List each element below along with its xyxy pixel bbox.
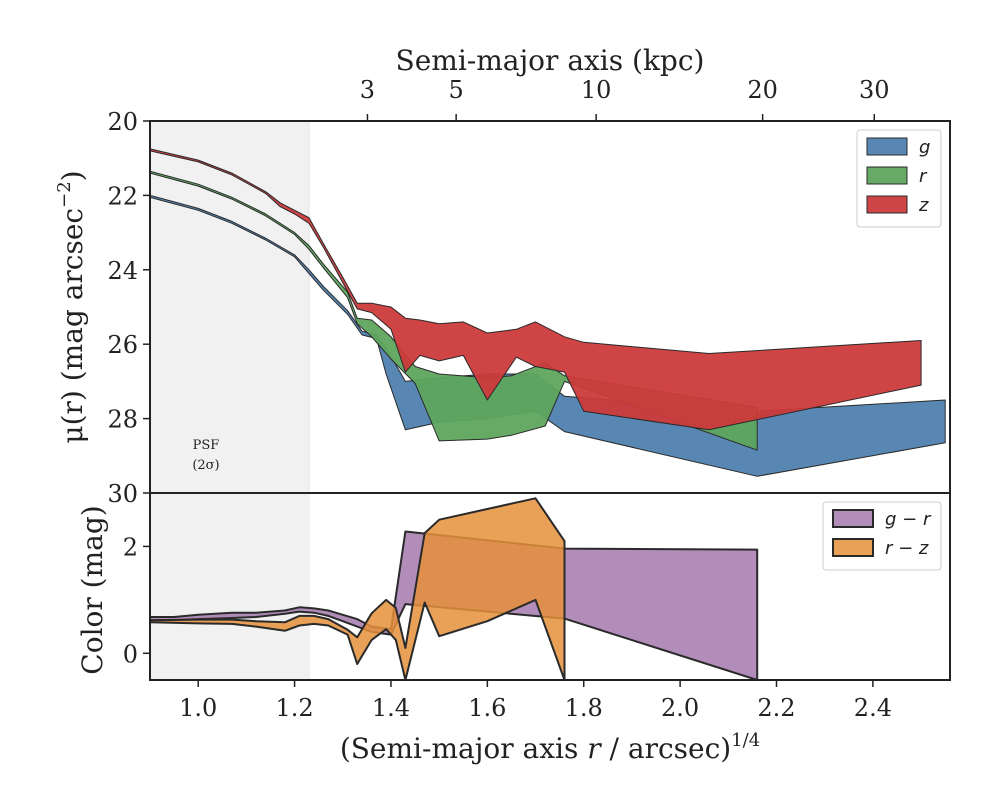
x-axis-title-part: (Semi-major axis: [340, 732, 587, 765]
y-tick-label-bottom: 0: [123, 640, 138, 668]
y-tick-label-top: 30: [107, 480, 138, 508]
x-axis-title-part: / arcsec): [601, 732, 732, 765]
x-tick-label: 2.0: [661, 694, 699, 722]
x-axis-title-exponent: 1/4: [731, 730, 760, 751]
band-g: [150, 194, 946, 477]
x-tick-label: 1.6: [468, 694, 506, 722]
y-tick-label-top: 28: [107, 406, 138, 434]
y-tick-label-bottom: 2: [123, 533, 138, 561]
psf-shade-top: [150, 121, 310, 493]
top-axis-tick-label: 5: [449, 76, 464, 104]
x-axis-title: (Semi-major axis r / arcsec)1/4: [340, 730, 760, 765]
x-tick-label: 1.4: [372, 694, 410, 722]
band-z: [150, 148, 922, 431]
y-tick-label-top: 22: [107, 182, 138, 210]
x-tick-label: 1.2: [275, 694, 313, 722]
band-r: [150, 170, 758, 451]
y-axis-title-top: μ(r) (mag arcsec−2): [54, 170, 89, 443]
bottom-legend-label: g − r: [885, 509, 932, 530]
top-legend-label: z: [918, 195, 929, 216]
top-axis-tick-label: 30: [859, 76, 890, 104]
y-axis-title-top-part: μ(r) (mag arcsec: [56, 208, 89, 444]
top-legend-swatch: [866, 166, 908, 185]
x-axis-title-var: r: [587, 732, 602, 765]
bottom-legend-swatch: [832, 509, 874, 528]
top-axis-tick-label: 20: [747, 76, 778, 104]
psf-shade-bottom: [150, 493, 310, 680]
bottom-legend-swatch: [832, 538, 874, 557]
surface-brightness-panel: 202224262830351020305075PSF(2σ)grz: [107, 76, 951, 680]
x-tick-label: 1.8: [565, 694, 603, 722]
x-tick-label: 2.4: [854, 694, 892, 722]
top-axis-title: Semi-major axis (kpc): [396, 44, 705, 77]
top-legend-swatch: [866, 137, 908, 156]
top-legend-swatch: [866, 195, 908, 214]
x-tick-label: 1.0: [179, 694, 217, 722]
top-axis-tick-label: 3: [360, 76, 375, 104]
bottom-legend-label: r − z: [885, 538, 929, 559]
y-axis-title-bottom: Color (mag): [76, 505, 109, 674]
color-panel: 0 2 1.0 1.2 1.4 1.6 1.8 2.0 2.2 2.4 g − r r − z: [123, 492, 951, 722]
band-r-minus-z: [150, 497, 566, 680]
x-tick-label: 2.2: [757, 694, 795, 722]
y-axis-title-top-exponent: −2: [54, 181, 75, 208]
axis-labels: Semi-major axis (kpc) (Semi-major axis r …: [54, 44, 760, 765]
y-tick-label-top: 20: [107, 108, 138, 136]
y-tick-label-top: 24: [107, 257, 138, 285]
top-legend-label: g: [919, 137, 930, 158]
top-legend-label: r: [919, 166, 928, 187]
y-axis-title-top-part: ): [56, 170, 89, 181]
psf-label: PSF: [193, 438, 220, 453]
top-axis-tick-label: 10: [581, 76, 612, 104]
y-tick-label-top: 26: [107, 331, 138, 359]
psf-sublabel: (2σ): [192, 458, 219, 473]
bottom-panel-frame: [149, 492, 951, 681]
